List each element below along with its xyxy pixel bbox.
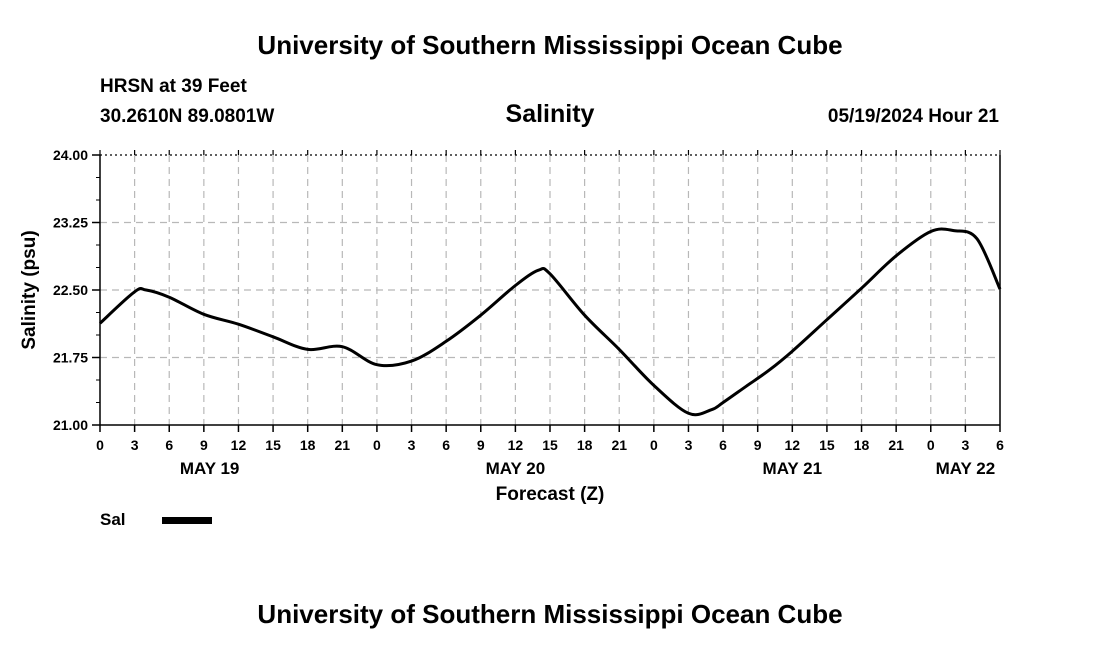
data-point (618, 348, 621, 351)
x-tick-label: 21 (611, 437, 627, 453)
data-point (975, 237, 978, 240)
data-point (202, 313, 205, 316)
x-tick-label: 6 (719, 437, 727, 453)
x-tick-label: 21 (888, 437, 904, 453)
x-axis-label: Forecast (Z) (496, 484, 605, 505)
x-tick-label: 18 (577, 437, 593, 453)
x-tick-label: 0 (96, 437, 104, 453)
data-point (410, 360, 413, 363)
station-label: HRSN at 39 Feet (100, 76, 247, 97)
series-line-sal (98, 227, 1002, 417)
x-tick-label: 3 (131, 437, 139, 453)
grid (100, 154, 1000, 425)
data-point (791, 350, 794, 353)
x-tick-label: 3 (961, 437, 969, 453)
data-point (99, 322, 102, 325)
x-tick-label: 21 (335, 437, 351, 453)
data-point (375, 363, 378, 366)
x-tick-label: 0 (927, 437, 935, 453)
x-tick-label: 12 (785, 437, 801, 453)
data-point (895, 254, 898, 257)
data-point (745, 385, 748, 388)
data-point (479, 314, 482, 317)
x-date-label: MAY 21 (763, 459, 823, 478)
data-point (722, 401, 725, 404)
x-date-label: MAY 19 (180, 459, 240, 478)
data-point (445, 340, 448, 343)
x-tick-label: 9 (754, 437, 762, 453)
x-tick-label: 12 (508, 437, 524, 453)
x-tick-label: 18 (300, 437, 316, 453)
y-tick-label: 23.25 (53, 215, 88, 231)
x-tick-label: 15 (265, 437, 281, 453)
data-point (687, 412, 690, 415)
data-point (825, 318, 828, 321)
x-tick-label: 18 (854, 437, 870, 453)
data-point (537, 269, 540, 272)
x-tick-label: 9 (477, 437, 485, 453)
y-axis-label: Salinity (psu) (19, 230, 40, 349)
data-point (168, 296, 171, 299)
data-point (929, 230, 932, 233)
data-point (145, 289, 148, 292)
data-point (999, 288, 1002, 291)
axes: 21.00 21.75 22.50 23.25 24.00 0 3 6 9 12 15 18 21 0 3 6… (53, 147, 1004, 478)
data-point (583, 314, 586, 317)
x-tick-label: 6 (996, 437, 1004, 453)
variable-title: Salinity (505, 100, 595, 128)
data-point (652, 384, 655, 387)
legend-label: Sal (100, 510, 126, 529)
data-point (549, 272, 552, 275)
legend-line-swatch (162, 517, 212, 524)
x-tick-label: 0 (650, 437, 658, 453)
y-tick-label: 21.75 (53, 350, 88, 366)
data-point (237, 323, 240, 326)
x-tick-label: 9 (200, 437, 208, 453)
x-date-label: MAY 20 (486, 459, 546, 478)
series (98, 227, 1002, 417)
data-point (952, 229, 955, 232)
y-tick-label: 22.50 (53, 282, 88, 298)
x-tick-label: 15 (542, 437, 558, 453)
data-point (514, 284, 517, 287)
x-tick-label: 3 (408, 437, 416, 453)
x-tick-label: 0 (373, 437, 381, 453)
chart-title: University of Southern Mississippi Ocean… (257, 30, 843, 60)
station-coordinates: 30.2610N 89.0801W (100, 106, 275, 127)
x-tick-label: 6 (165, 437, 173, 453)
footer-title: University of Southern Mississippi Ocean… (257, 599, 843, 629)
forecast-datetime: 05/19/2024 Hour 21 (827, 106, 999, 127)
y-tick-label: 24.00 (53, 147, 88, 163)
data-point (710, 408, 713, 411)
x-tick-label: 15 (819, 437, 835, 453)
data-point (341, 345, 344, 348)
x-tick-label: 6 (442, 437, 450, 453)
data-point (306, 348, 309, 351)
y-tick-label: 21.00 (53, 417, 88, 433)
x-tick-label: 12 (231, 437, 247, 453)
x-date-label: MAY 22 (936, 459, 996, 478)
data-point (133, 290, 136, 293)
data-point (272, 335, 275, 338)
x-tick-label: 3 (685, 437, 693, 453)
data-point (860, 287, 863, 290)
data-point (768, 369, 771, 372)
